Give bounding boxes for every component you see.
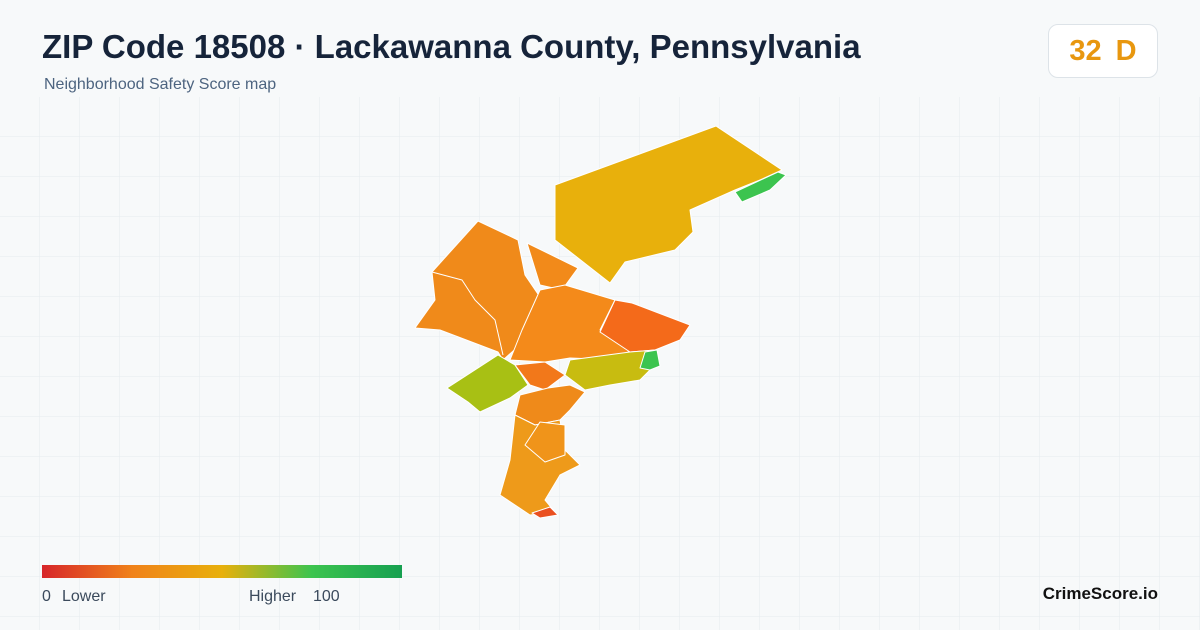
subtitle: Neighborhood Safety Score map <box>44 76 277 93</box>
legend-high: Higher <box>249 588 297 605</box>
title: ZIP Code 18508 · Lackawanna County, Penn… <box>42 28 861 65</box>
legend-scale <box>42 565 402 578</box>
area <box>554 125 783 284</box>
area <box>564 349 656 391</box>
area <box>734 171 787 203</box>
area <box>524 421 566 463</box>
area <box>639 349 661 371</box>
area <box>414 220 543 361</box>
legend-max: 100 <box>313 588 340 605</box>
grade: D <box>1115 34 1137 67</box>
score-badge: 32 D <box>1048 24 1158 78</box>
brand: CrimeScore.io <box>1042 584 1158 603</box>
area <box>531 506 559 519</box>
zip-areas <box>414 125 787 519</box>
area <box>446 354 529 413</box>
area <box>514 361 566 391</box>
legend-low: Lower <box>62 588 106 605</box>
area <box>599 299 691 353</box>
score: 32 <box>1069 34 1102 67</box>
legend-min: 0 <box>42 588 51 605</box>
